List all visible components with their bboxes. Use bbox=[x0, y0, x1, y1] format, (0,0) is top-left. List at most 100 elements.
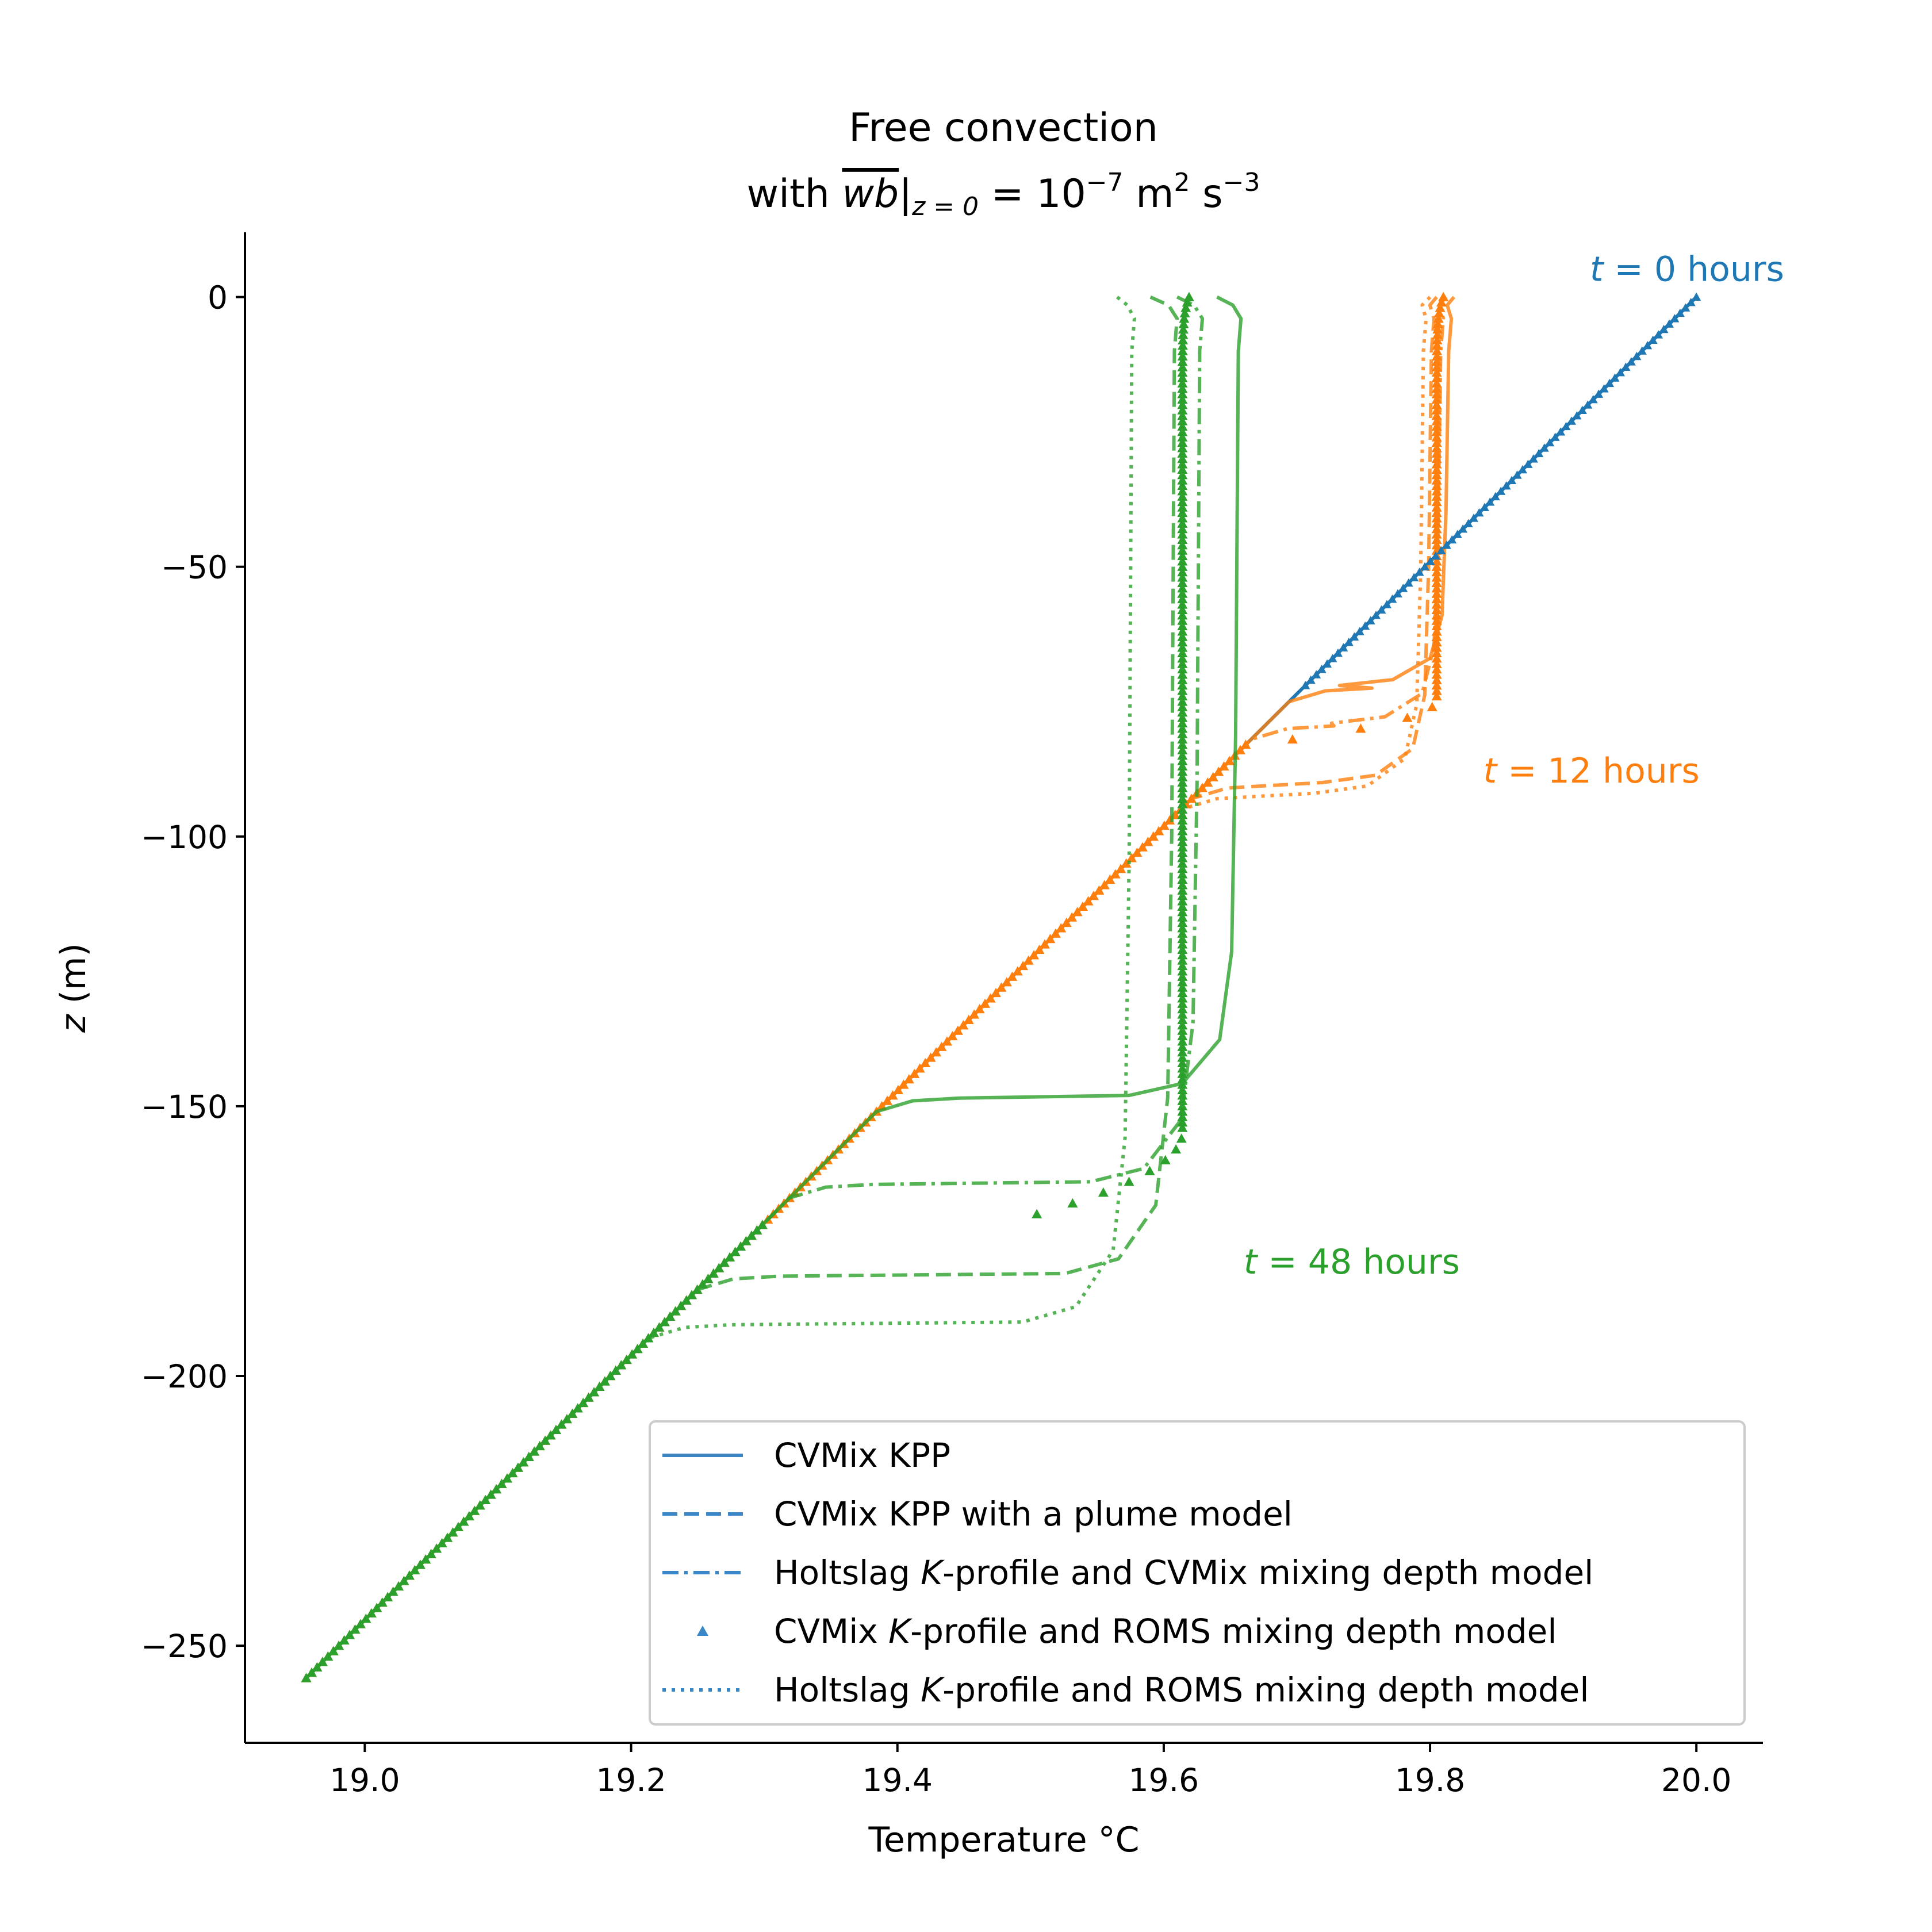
profile-marker bbox=[1177, 923, 1188, 933]
profile-marker bbox=[1177, 346, 1188, 355]
profile-marker bbox=[1178, 335, 1189, 344]
profile-marker bbox=[317, 1657, 328, 1666]
profile-marker bbox=[1177, 739, 1188, 749]
profile-marker bbox=[1442, 540, 1451, 549]
profile-marker bbox=[1083, 896, 1094, 906]
time-annotation: t = 12 hours bbox=[1483, 751, 1700, 791]
y-tick-label: −250 bbox=[141, 1628, 228, 1665]
profile-marker bbox=[1208, 772, 1218, 781]
profile-marker bbox=[1431, 400, 1442, 409]
profile-marker bbox=[1637, 346, 1647, 355]
profile-marker bbox=[377, 1597, 388, 1607]
profile-marker bbox=[1177, 1111, 1188, 1121]
profile-marker bbox=[676, 1301, 687, 1310]
y-axis-label: z (m) bbox=[53, 943, 94, 1033]
profile-marker bbox=[1431, 464, 1442, 474]
y-tick-label: −100 bbox=[141, 819, 228, 856]
profile-marker bbox=[1177, 400, 1188, 409]
profile-marker bbox=[1177, 1030, 1188, 1041]
legend-label: CVMix KPP with a plume model bbox=[774, 1494, 1293, 1534]
profile-marker bbox=[1177, 561, 1188, 571]
profile-marker bbox=[1177, 615, 1188, 625]
profile-marker bbox=[1431, 642, 1442, 652]
profile-marker bbox=[1177, 885, 1188, 895]
profile-marker bbox=[1539, 443, 1549, 452]
profile-marker bbox=[703, 1274, 714, 1283]
profile-marker bbox=[415, 1559, 425, 1569]
profile-marker bbox=[1177, 912, 1188, 922]
profile-marker bbox=[1402, 712, 1413, 722]
profile-marker bbox=[1431, 669, 1442, 679]
profile-marker bbox=[1177, 610, 1188, 620]
profile-marker bbox=[1431, 637, 1442, 647]
profile-marker bbox=[1177, 815, 1188, 825]
profile-marker bbox=[1178, 319, 1189, 328]
profile-marker bbox=[1431, 561, 1442, 571]
profile-marker bbox=[1177, 821, 1188, 830]
profile-marker bbox=[1431, 583, 1442, 593]
profile-marker bbox=[1507, 476, 1517, 484]
profile-marker bbox=[1382, 600, 1392, 608]
profile-marker bbox=[1177, 497, 1188, 507]
profile-marker bbox=[1610, 373, 1620, 382]
profile-marker bbox=[1177, 685, 1188, 695]
profile-marker bbox=[1355, 627, 1364, 635]
profile-marker bbox=[350, 1624, 361, 1634]
profile-marker bbox=[1177, 1047, 1188, 1057]
profile-marker bbox=[1171, 1144, 1182, 1154]
profile-marker bbox=[1594, 389, 1604, 398]
y-tick-label: −150 bbox=[141, 1088, 228, 1125]
profile-marker bbox=[1177, 718, 1188, 727]
profile-marker bbox=[1202, 777, 1213, 787]
profile-marker bbox=[654, 1322, 665, 1332]
profile-marker bbox=[741, 1236, 752, 1245]
profile-marker bbox=[572, 1403, 583, 1413]
profile-marker bbox=[1177, 853, 1188, 862]
profile-marker bbox=[1224, 756, 1235, 765]
profile-marker bbox=[1431, 432, 1442, 442]
profile-marker bbox=[1177, 480, 1188, 490]
profile-marker bbox=[1431, 480, 1442, 490]
profile-marker bbox=[1431, 416, 1442, 425]
profile-marker bbox=[757, 1220, 768, 1229]
profile-marker bbox=[1177, 788, 1188, 798]
profile-marker bbox=[1425, 557, 1435, 565]
profile-marker bbox=[1177, 1122, 1188, 1132]
profile-marker bbox=[1177, 691, 1188, 701]
profile-marker bbox=[1496, 486, 1506, 495]
profile-marker bbox=[1435, 302, 1446, 312]
profile-marker bbox=[1433, 313, 1444, 323]
profile-marker bbox=[1197, 783, 1208, 792]
profile-marker bbox=[1018, 960, 1029, 971]
profile-marker bbox=[1177, 998, 1188, 1008]
profile-marker bbox=[1177, 1009, 1188, 1019]
profile-marker bbox=[1177, 588, 1188, 598]
profile-marker bbox=[1572, 411, 1582, 420]
profile-marker bbox=[1431, 604, 1442, 614]
profile-marker bbox=[1431, 373, 1442, 382]
profile-marker bbox=[1431, 685, 1442, 695]
legend-label: Holtslag K-profile and ROMS mixing depth… bbox=[774, 1670, 1589, 1709]
profile-marker bbox=[1534, 448, 1544, 458]
profile-marker bbox=[1431, 394, 1442, 404]
profile-marker bbox=[697, 1279, 708, 1289]
profile-marker bbox=[1561, 421, 1571, 431]
profile-marker bbox=[1177, 378, 1188, 388]
profile-marker bbox=[1664, 319, 1674, 328]
profile-marker bbox=[1431, 647, 1442, 658]
profile-marker bbox=[1177, 858, 1188, 868]
profile-marker bbox=[1431, 631, 1442, 641]
profile-marker bbox=[1317, 664, 1327, 673]
x-tick-label: 19.6 bbox=[1129, 1762, 1199, 1799]
profile-marker bbox=[1177, 939, 1188, 949]
profile-marker bbox=[1431, 551, 1440, 560]
profile-marker bbox=[1177, 464, 1188, 474]
profile-marker bbox=[1648, 335, 1658, 344]
profile-marker bbox=[1177, 367, 1188, 377]
time-annotation: t = 0 hours bbox=[1590, 249, 1784, 289]
profile-marker bbox=[1177, 864, 1188, 873]
profile-marker bbox=[1177, 658, 1188, 668]
profile-marker bbox=[1431, 351, 1442, 361]
profile-marker bbox=[1177, 944, 1188, 954]
profile-marker bbox=[1177, 421, 1188, 431]
